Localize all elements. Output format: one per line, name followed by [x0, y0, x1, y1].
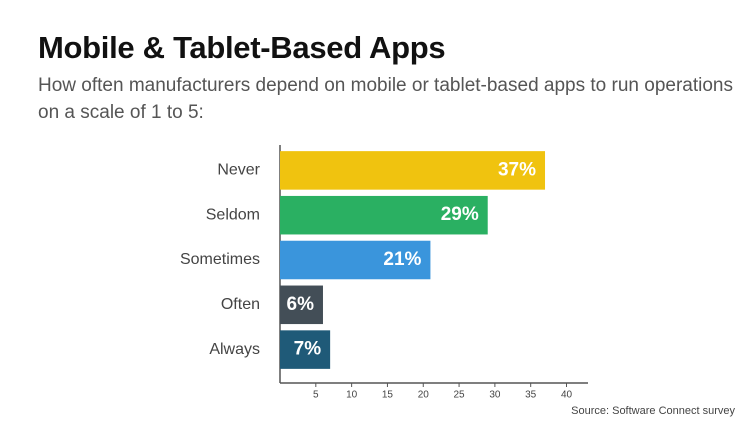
value-label: 29% — [441, 204, 479, 225]
y-tick-label: Never — [217, 162, 260, 179]
bar — [280, 330, 331, 369]
x-tick-label: 30 — [489, 390, 501, 401]
bar — [280, 151, 546, 190]
value-label: 6% — [287, 294, 315, 315]
value-label: 21% — [383, 249, 421, 270]
bar — [280, 240, 431, 280]
x-tick-label: 5 — [313, 390, 319, 401]
bar — [280, 285, 323, 325]
chart-title: Mobile & Tablet-Based Apps — [38, 30, 446, 65]
source-note: Source: Software Connect survey — [571, 405, 735, 417]
x-tick-label: 15 — [382, 390, 394, 401]
y-tick-label: Often — [221, 296, 260, 313]
y-tick-label: Sometimes — [180, 251, 260, 268]
chart-subtitle: How often manufacturers depend on mobile… — [38, 75, 733, 123]
y-tick-label: Seldom — [206, 206, 260, 223]
x-tick-label: 20 — [418, 390, 430, 401]
bar — [280, 195, 488, 235]
value-label: 7% — [294, 339, 322, 360]
x-tick-label: 25 — [454, 390, 466, 401]
x-tick-label: 40 — [561, 390, 573, 401]
value-label: 37% — [498, 159, 536, 180]
x-tick-label: 35 — [525, 390, 537, 401]
x-tick-label: 10 — [346, 390, 358, 401]
y-tick-label: Always — [209, 341, 260, 358]
